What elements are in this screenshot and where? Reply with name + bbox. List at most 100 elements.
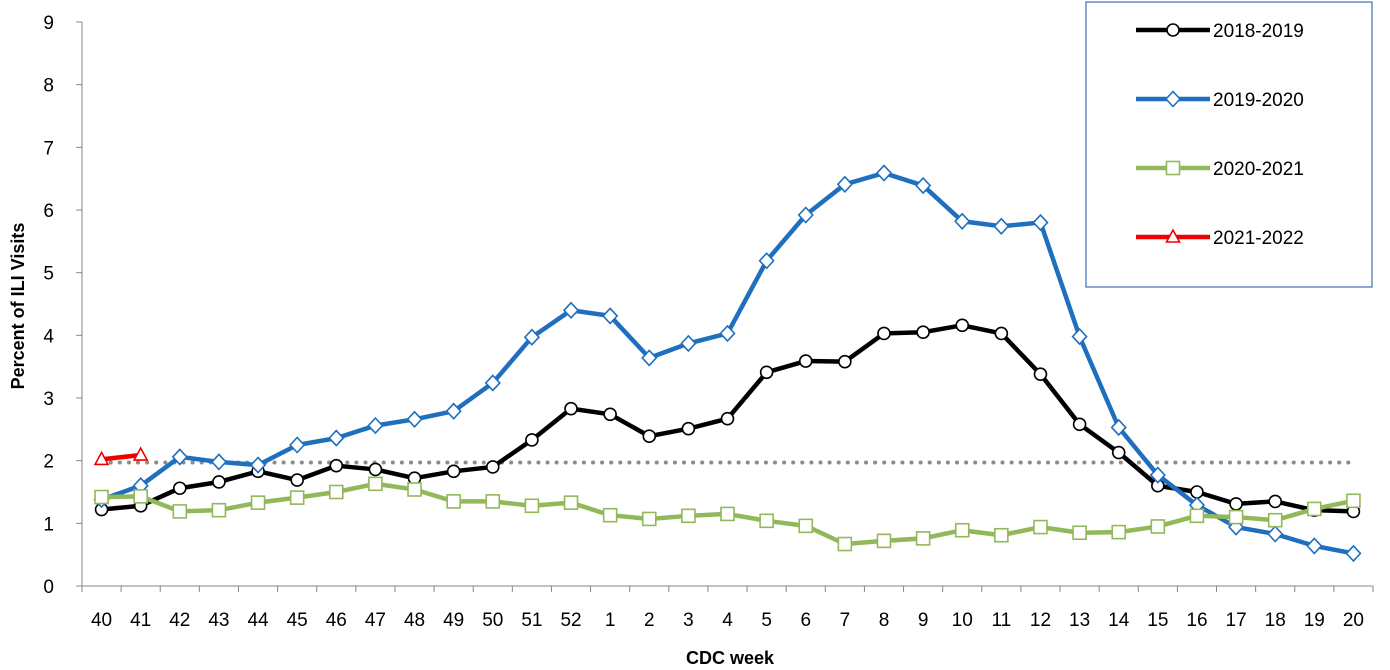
data-point: [406, 410, 423, 428]
data-point: [915, 176, 932, 195]
x-tick-label: 41: [130, 610, 151, 631]
legend-box: [1085, 1, 1373, 288]
data-point: [1071, 327, 1088, 346]
data-point: [1345, 544, 1362, 563]
x-tick-label: 40: [91, 610, 112, 631]
y-tick-label: 2: [43, 452, 54, 473]
x-tick-label: 13: [1069, 610, 1090, 631]
data-point: [954, 522, 970, 538]
x-tick-label: 44: [247, 610, 269, 631]
data-point: [602, 307, 619, 325]
data-point: [915, 531, 931, 546]
data-point: [1111, 445, 1126, 460]
data-point: [1229, 497, 1243, 511]
data-point: [446, 464, 461, 479]
x-tick-label: 49: [443, 610, 464, 631]
y-tick-label: 9: [43, 13, 54, 34]
x-tick-label: 9: [918, 610, 929, 631]
legend-label: 2018-2019: [1213, 21, 1304, 42]
data-point: [837, 536, 853, 552]
x-tick-label: 8: [879, 610, 890, 631]
legend-item: 2021-2022: [1136, 228, 1304, 249]
y-tick-label: 3: [43, 389, 54, 410]
x-tick-label: 43: [208, 610, 229, 631]
data-point: [1150, 519, 1166, 534]
data-point: [798, 354, 813, 368]
x-tick-label: 2: [644, 610, 655, 631]
data-point: [681, 508, 696, 524]
x-axis-title: CDC week: [686, 648, 775, 668]
data-point: [1267, 512, 1283, 528]
data-point: [916, 325, 930, 340]
x-tick-label: 5: [761, 610, 772, 631]
data-point: [993, 217, 1010, 235]
data-point: [994, 527, 1009, 543]
x-tick-label: 47: [365, 610, 386, 631]
data-point: [133, 489, 148, 504]
data-point: [562, 301, 580, 319]
legend-item: 2020-2021: [1136, 159, 1304, 180]
data-point: [838, 354, 852, 369]
data-point: [719, 324, 736, 343]
data-point: [564, 401, 578, 416]
series-line: [99, 452, 143, 462]
data-point: [407, 482, 422, 497]
y-tick-label: 8: [43, 76, 54, 97]
data-point: [485, 494, 501, 509]
legend: 2018-2019 2019-2020 2020-2021 2021-2022: [1085, 1, 1373, 288]
y-tick-label: 1: [43, 514, 54, 535]
data-point: [641, 349, 658, 367]
data-point: [877, 326, 891, 341]
legend-marker: [1165, 228, 1181, 243]
data-point: [1307, 501, 1322, 517]
legend-item: 2018-2019: [1136, 21, 1304, 42]
legend-label: 2020-2021: [1213, 159, 1304, 180]
legend-label: 2019-2020: [1213, 90, 1304, 111]
x-tick-label: 4: [722, 610, 733, 631]
data-point: [681, 421, 696, 436]
x-tick-label: 7: [840, 610, 851, 631]
series-layer: [93, 164, 1362, 563]
y-tick-label: 4: [43, 326, 54, 347]
y-axis-title: Percent of ILI Visits: [8, 223, 28, 390]
x-tick-label: 51: [521, 610, 542, 631]
data-point: [290, 473, 304, 487]
data-point: [445, 402, 462, 420]
series-2020-2021: [94, 476, 1361, 552]
data-point: [1033, 367, 1048, 381]
data-point: [132, 446, 149, 461]
data-point: [172, 504, 188, 519]
data-point: [173, 481, 187, 496]
data-point: [876, 533, 892, 549]
data-point: [1189, 508, 1205, 524]
data-point: [289, 436, 306, 454]
data-point: [249, 456, 267, 474]
x-tick-label: 20: [1343, 610, 1364, 631]
data-point: [994, 326, 1009, 341]
data-point: [446, 494, 461, 509]
legend-marker: [1166, 23, 1180, 37]
data-point: [680, 334, 697, 353]
data-point: [603, 407, 617, 422]
data-point: [250, 495, 266, 510]
data-point: [1267, 525, 1284, 543]
data-point: [368, 462, 383, 477]
data-point: [1228, 509, 1244, 525]
legend-marker: [1164, 90, 1182, 108]
x-tick-label: 42: [169, 610, 190, 631]
data-point: [171, 448, 188, 466]
y-tick-label: 6: [43, 201, 54, 222]
data-point: [1072, 525, 1087, 541]
data-point: [328, 484, 344, 500]
data-point: [1346, 493, 1361, 509]
legend-label: 2021-2022: [1213, 228, 1304, 249]
data-point: [1149, 466, 1166, 484]
data-point: [836, 175, 853, 193]
data-point: [875, 164, 893, 182]
x-tick-label: 16: [1186, 610, 1207, 631]
legend-marker: [1165, 160, 1181, 176]
y-tick-label: 0: [43, 577, 54, 598]
x-tick-label: 1: [605, 610, 616, 631]
